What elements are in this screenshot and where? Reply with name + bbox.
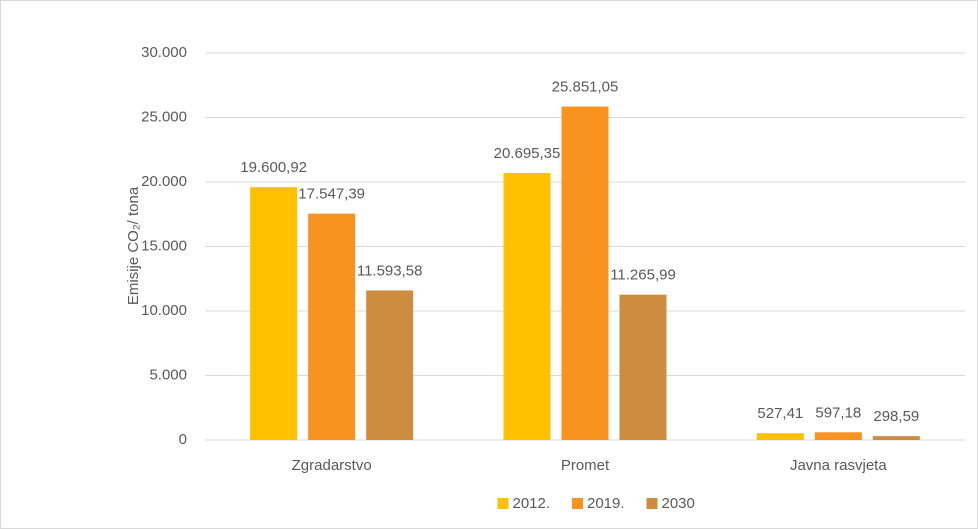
data-label: 11.593,58 bbox=[357, 262, 423, 279]
bar bbox=[308, 213, 356, 440]
bar bbox=[814, 432, 862, 440]
bar bbox=[561, 106, 609, 440]
y-tick-label: 5.000 bbox=[149, 366, 187, 383]
x-tick-label: Promet bbox=[561, 457, 610, 474]
bar bbox=[756, 433, 804, 440]
x-tick-label: Javna rasvjeta bbox=[790, 457, 887, 474]
y-tick-label: 30.000 bbox=[141, 44, 187, 61]
legend-label: 2030 bbox=[662, 495, 695, 512]
y-tick-label: 15.000 bbox=[141, 237, 187, 254]
legend-label: 2019. bbox=[587, 495, 625, 512]
y-tick-label: 10.000 bbox=[141, 302, 187, 319]
x-tick-label: Zgradarstvo bbox=[292, 457, 372, 474]
legend-label: 2012. bbox=[513, 495, 551, 512]
y-axis-label: Emisije CO₂/ tona bbox=[125, 186, 142, 305]
bar bbox=[503, 173, 551, 441]
data-label: 20.695,35 bbox=[494, 145, 561, 162]
data-label: 527,41 bbox=[757, 405, 803, 422]
bar bbox=[872, 436, 920, 440]
legend-swatch bbox=[646, 498, 658, 509]
y-tick-label: 25.000 bbox=[141, 108, 187, 125]
bar bbox=[250, 187, 298, 440]
data-label: 597,18 bbox=[815, 404, 861, 421]
data-label: 19.600,92 bbox=[240, 159, 307, 176]
y-tick-label: 0 bbox=[179, 431, 187, 448]
bar bbox=[366, 290, 414, 440]
bar bbox=[619, 294, 667, 440]
legend-swatch bbox=[497, 498, 509, 509]
data-label: 11.265,99 bbox=[610, 267, 676, 284]
data-label: 25.851,05 bbox=[552, 78, 619, 95]
data-label: 17.547,39 bbox=[298, 186, 365, 203]
y-tick-label: 20.000 bbox=[141, 173, 187, 190]
data-label: 298,59 bbox=[873, 408, 919, 425]
legend-swatch bbox=[572, 498, 583, 509]
